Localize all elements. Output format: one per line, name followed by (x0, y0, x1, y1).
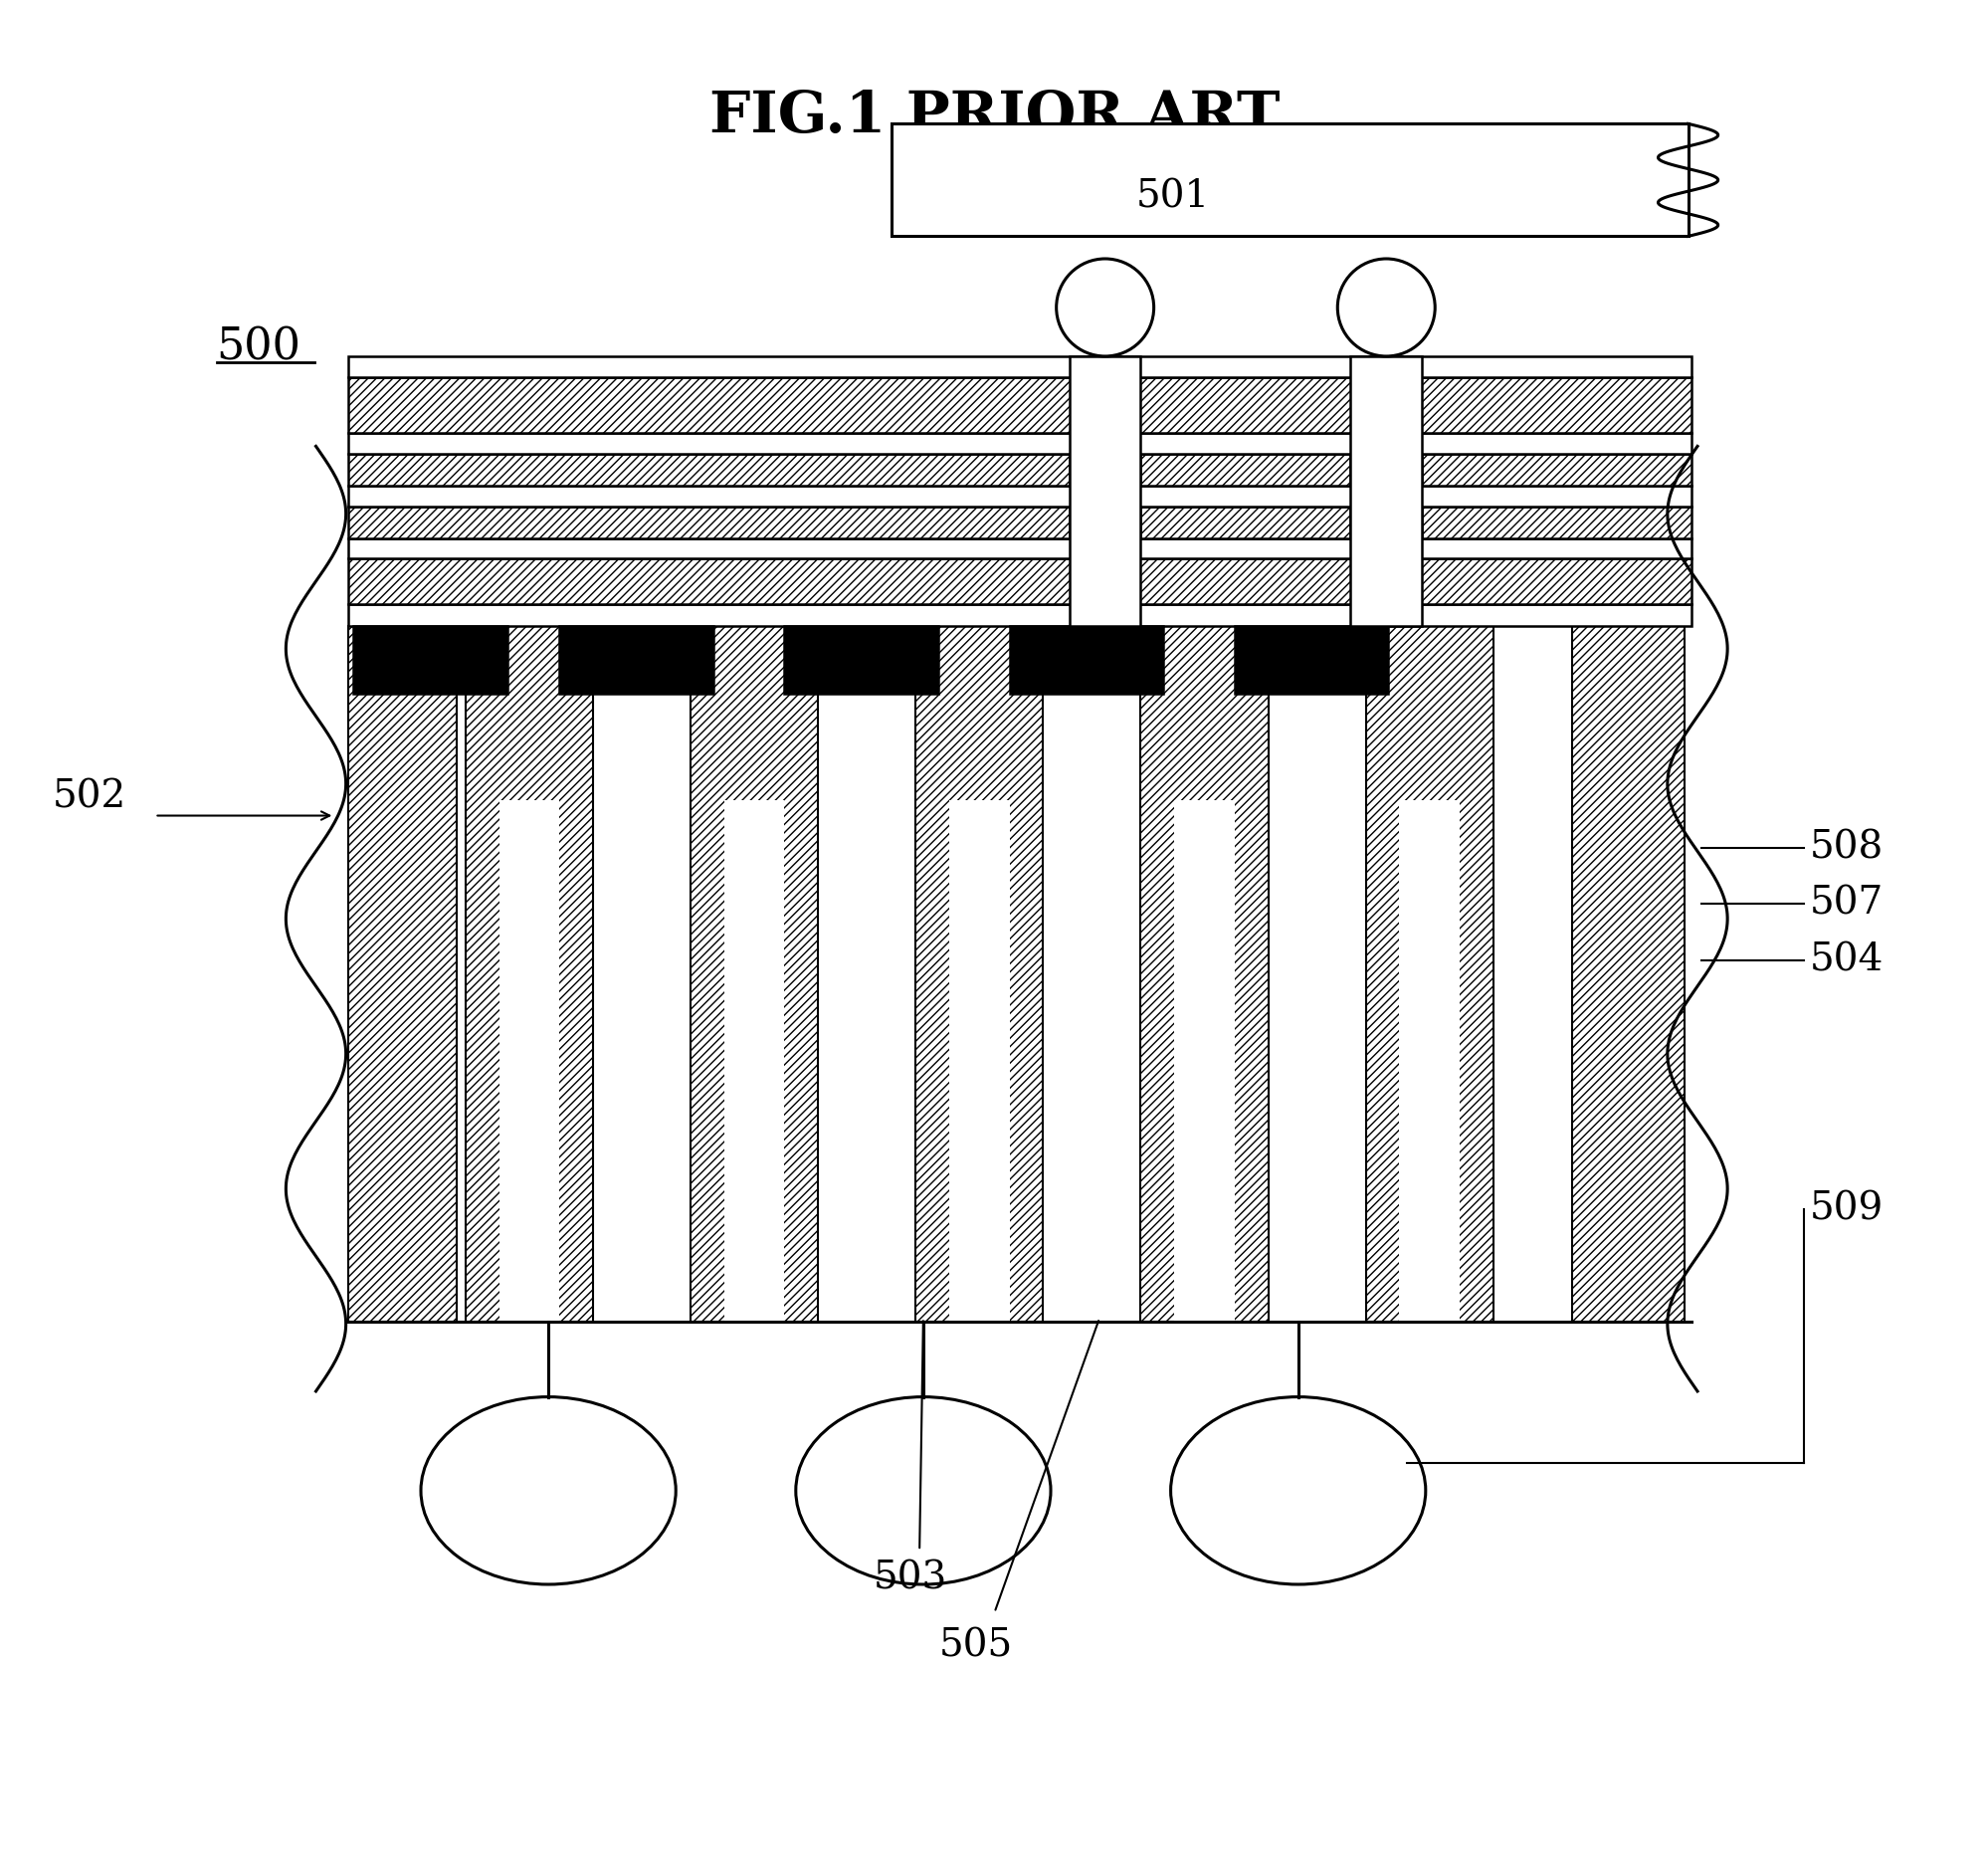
Ellipse shape (795, 1397, 1050, 1584)
Bar (914, 626, 1044, 1322)
Circle shape (1056, 259, 1153, 356)
Text: 503: 503 (873, 1560, 946, 1597)
Bar (891, 124, 1688, 236)
Bar (1571, 626, 1684, 1322)
Text: FIG.1 PRIOR ART: FIG.1 PRIOR ART (710, 88, 1278, 144)
Bar (1421, 454, 1692, 486)
Bar (348, 454, 1070, 486)
Bar (559, 626, 714, 694)
Bar (465, 626, 592, 1322)
Bar (348, 626, 457, 1322)
Bar (348, 559, 1692, 604)
Bar (1141, 454, 1350, 486)
Bar (348, 377, 1692, 433)
Text: 500: 500 (217, 326, 300, 368)
Text: 509: 509 (1809, 1191, 1883, 1228)
Circle shape (1336, 259, 1433, 356)
Bar (690, 626, 817, 1322)
Bar (948, 801, 1010, 1322)
Bar (1235, 626, 1388, 694)
Bar (1070, 356, 1141, 626)
Ellipse shape (421, 1397, 676, 1584)
Text: 508: 508 (1809, 829, 1883, 866)
Bar (348, 506, 1070, 538)
Bar (1141, 626, 1268, 1322)
Bar (1010, 626, 1163, 694)
Bar (348, 433, 1692, 454)
Bar (1173, 801, 1235, 1322)
Ellipse shape (1171, 1397, 1425, 1584)
Bar (354, 626, 507, 694)
Bar (348, 538, 1692, 559)
Bar (348, 486, 1692, 506)
Bar (348, 356, 1692, 377)
Text: 507: 507 (1809, 885, 1883, 922)
Bar (499, 801, 559, 1322)
Bar (348, 604, 1692, 626)
Bar (724, 801, 783, 1322)
Text: 504: 504 (1809, 941, 1883, 979)
Bar (1400, 801, 1459, 1322)
Bar (783, 626, 938, 694)
Text: 502: 502 (52, 778, 127, 816)
Bar (1141, 506, 1350, 538)
Bar (1421, 506, 1692, 538)
Text: 505: 505 (938, 1627, 1012, 1665)
Text: 501: 501 (1135, 178, 1209, 216)
Bar (1350, 356, 1421, 626)
Bar (1366, 626, 1493, 1322)
